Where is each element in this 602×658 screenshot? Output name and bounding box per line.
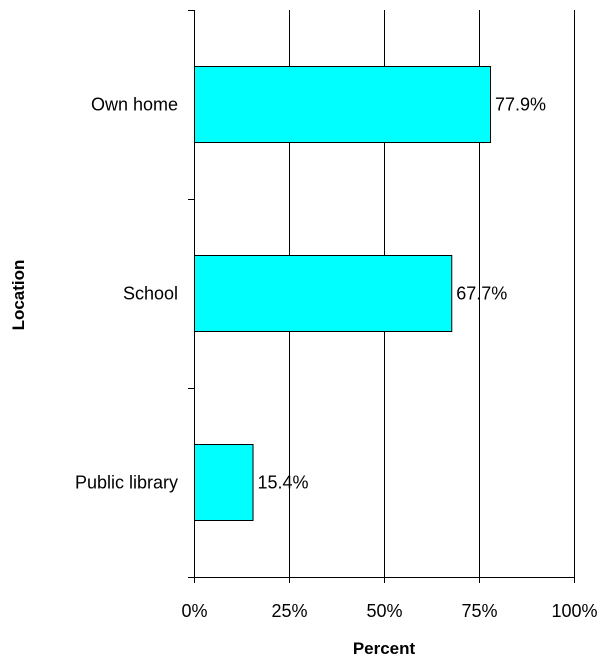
x-tick-label: 0% [181, 601, 207, 621]
x-tick-label: 25% [271, 601, 307, 621]
bar-own-home [194, 66, 492, 143]
data-label: 67.7% [456, 284, 507, 304]
x-tick-label: 100% [551, 601, 597, 621]
category-label: School [123, 284, 178, 304]
category-label: Public library [75, 473, 178, 493]
bar-public-library [194, 444, 254, 521]
category-label: Own home [91, 95, 178, 115]
x-tick-label: 75% [461, 601, 497, 621]
x-tick-label: 50% [366, 601, 402, 621]
bar-school [194, 255, 453, 332]
labels: 0% 25% 50% 75% 100% Own home 77.9% School 67.7% P… [75, 95, 598, 622]
y-axis-title: Location [9, 260, 28, 331]
data-label: 15.4% [258, 473, 309, 493]
bars [194, 66, 492, 521]
data-label: 77.9% [495, 95, 546, 115]
x-axis-title: Percent [353, 639, 416, 658]
axes [188, 10, 575, 583]
